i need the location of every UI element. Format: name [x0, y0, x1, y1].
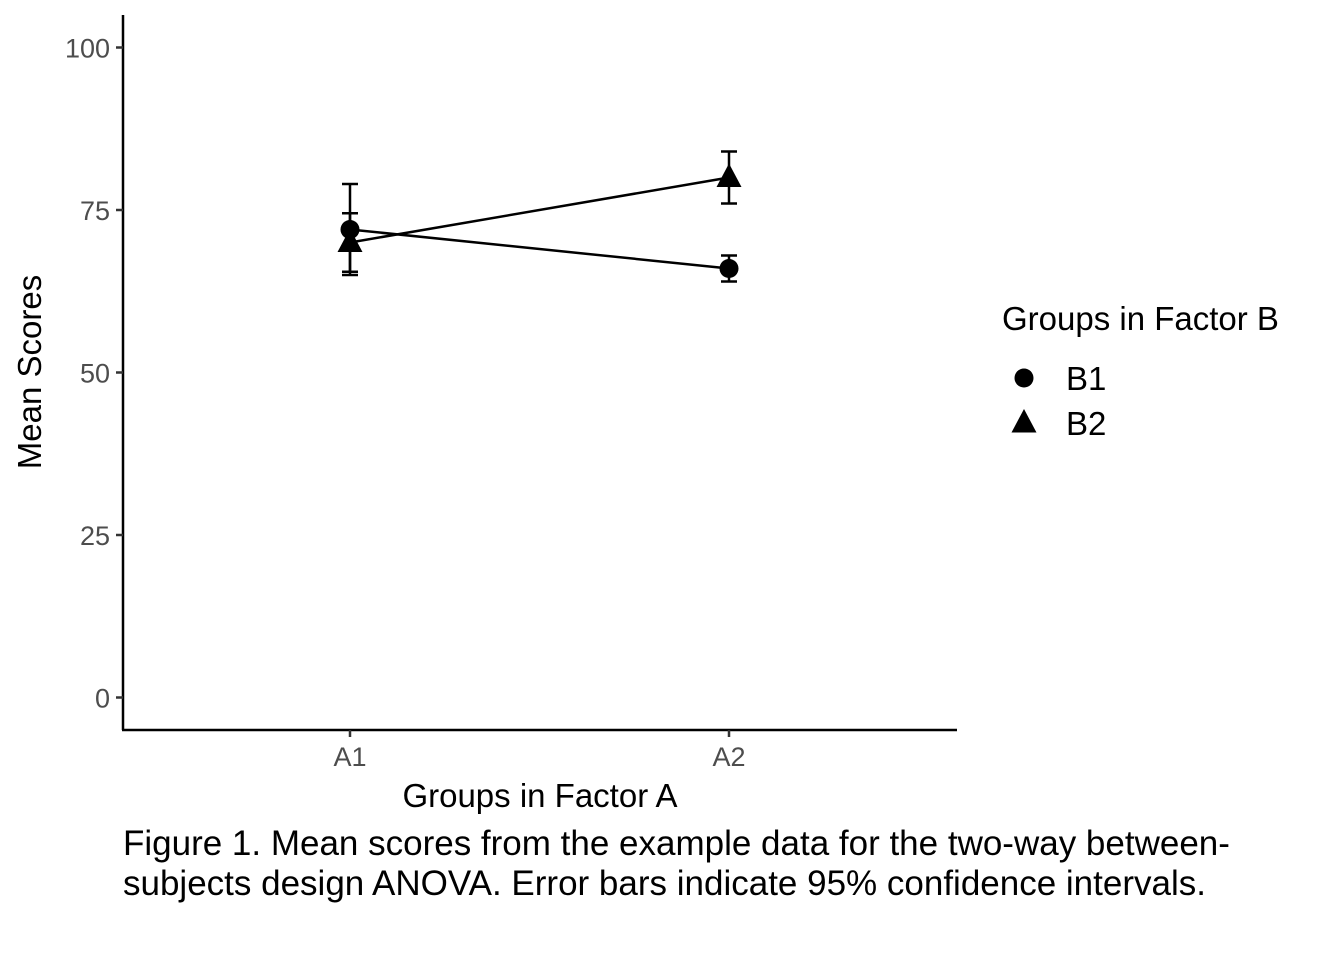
- y-ticks: 0 25 50 75 100: [65, 34, 123, 714]
- y-tick-label: 25: [80, 521, 110, 551]
- legend-item-b2: B2: [1011, 405, 1106, 442]
- y-tick-label: 100: [65, 34, 110, 64]
- x-tick-label: A1: [333, 742, 366, 772]
- legend-label-b2: B2: [1066, 405, 1106, 442]
- y-tick-label: 75: [80, 196, 110, 226]
- legend-key-b2: [1011, 409, 1037, 433]
- plot-area: 0 25 50 75 100 A1 A2: [65, 15, 957, 772]
- legend-item-b1: B1: [1014, 360, 1106, 397]
- x-ticks: A1 A2: [333, 730, 746, 772]
- series-line-b2: [349, 176, 730, 244]
- legend-title: Groups in Factor B: [1002, 300, 1279, 337]
- series-line-b1: [349, 228, 730, 270]
- y-axis-title: Mean Scores: [11, 275, 48, 469]
- x-axis-title: Groups in Factor A: [402, 777, 677, 814]
- y-tick-label: 0: [95, 684, 110, 714]
- x-tick-label: A2: [712, 742, 745, 772]
- points: [337, 163, 742, 278]
- legend-label-b1: B1: [1066, 360, 1106, 397]
- figure-caption: Figure 1. Mean scores from the example d…: [123, 824, 1230, 903]
- series-lines: [349, 176, 730, 270]
- legend-key-b1: [1014, 368, 1034, 388]
- point-b2-a2: [716, 163, 742, 187]
- y-tick-label: 50: [80, 359, 110, 389]
- point-b2-a1: [337, 228, 363, 252]
- point-b1-a2: [719, 259, 739, 278]
